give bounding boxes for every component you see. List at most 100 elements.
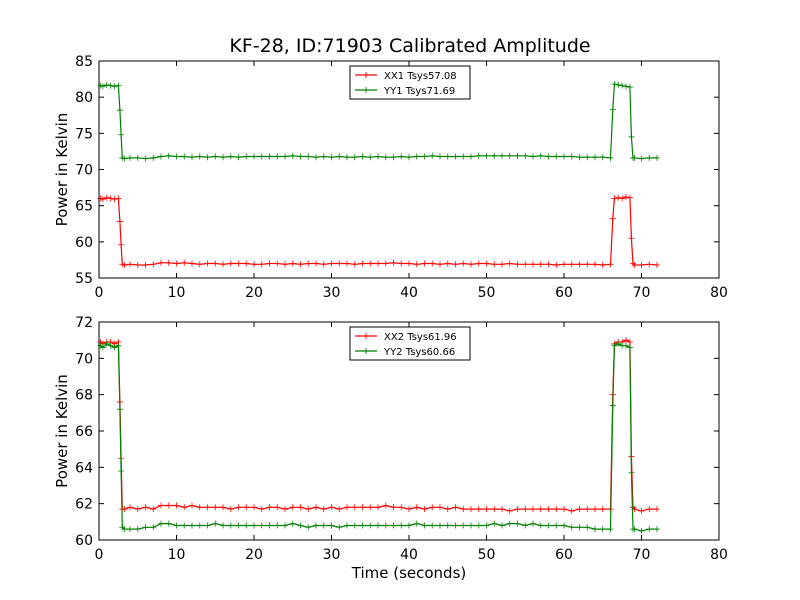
data-point: [150, 154, 157, 161]
data-point: [243, 522, 250, 529]
x-tick-label: 50: [478, 547, 496, 563]
data-point: [629, 260, 636, 267]
data-point: [475, 152, 482, 159]
x-tick-label: 30: [323, 285, 341, 301]
data-point: [607, 154, 614, 161]
data-point: [320, 506, 327, 513]
data-point: [351, 154, 358, 161]
data-point: [576, 506, 583, 513]
x-tick-label: 70: [633, 285, 651, 301]
data-point: [134, 506, 141, 513]
y-tick-label: 64: [75, 460, 93, 476]
data-point: [274, 153, 281, 160]
data-point: [506, 260, 513, 267]
x-tick-label: 10: [168, 285, 186, 301]
top-subplot: 0 10 20 30 40 50 60 70 80 55 60 65 70 75 80 85 Power in …: [53, 54, 728, 301]
series-markers-2: [97, 81, 660, 162]
data-point: [173, 260, 180, 267]
data-point: [266, 153, 273, 160]
data-point: [367, 504, 374, 511]
data-point: [204, 260, 211, 267]
data-point: [584, 506, 591, 513]
data-point: [367, 154, 374, 161]
legend-marker: [363, 348, 369, 354]
y-tick-label: 72: [75, 315, 93, 331]
data-point: [406, 506, 412, 513]
data-point: [522, 152, 529, 159]
data-point: [134, 526, 141, 533]
data-point: [491, 520, 498, 527]
data-point: [251, 522, 257, 529]
legend-marker: [363, 333, 369, 339]
data-point: [251, 504, 257, 511]
data-point: [181, 504, 188, 511]
data-point: [553, 506, 560, 513]
data-point: [444, 506, 451, 513]
data-point: [398, 504, 405, 511]
data-point: [452, 261, 459, 268]
data-point: [116, 107, 123, 114]
data-point: [406, 154, 412, 161]
data-point: [483, 522, 490, 529]
legend-box: [349, 65, 471, 100]
data-point: [127, 154, 133, 161]
data-point: [483, 506, 490, 513]
data-point: [158, 502, 164, 509]
data-point: [204, 504, 211, 511]
data-point: [584, 524, 591, 531]
data-point: [165, 152, 172, 159]
data-point: [359, 260, 366, 267]
data-point: [227, 506, 234, 513]
data-point: [189, 260, 195, 267]
data-point: [545, 261, 552, 268]
data-point: [553, 261, 560, 268]
x-tick-label: 10: [168, 547, 186, 563]
data-point: [251, 153, 257, 160]
data-point: [115, 342, 122, 349]
data-point: [413, 153, 420, 160]
data-point: [421, 153, 428, 160]
y-tick-label: 62: [75, 497, 93, 513]
data-point: [375, 260, 381, 267]
data-point: [313, 504, 319, 511]
data-point: [398, 522, 405, 529]
data-point: [628, 235, 635, 242]
data-point: [628, 133, 635, 140]
data-point: [499, 522, 505, 529]
data-point: [111, 83, 118, 90]
data-point: [204, 154, 211, 161]
data-point: [118, 131, 125, 138]
data-point: [499, 506, 505, 513]
data-point: [421, 522, 428, 529]
data-point: [499, 261, 505, 268]
data-point: [628, 469, 635, 476]
data-point: [545, 522, 552, 529]
data-point: [116, 406, 123, 413]
data-point: [561, 153, 567, 160]
x-tick-label: 50: [478, 285, 496, 301]
legend-label: XX1 Tsys57.08: [384, 71, 457, 82]
data-point: [158, 153, 164, 160]
y-axis-label: Power in Kelvin: [53, 113, 71, 227]
data-point: [351, 261, 358, 268]
data-point: [537, 506, 544, 513]
data-point: [121, 526, 128, 533]
data-point: [344, 504, 350, 511]
x-axis-label: Time (seconds): [351, 564, 467, 582]
data-point: [134, 261, 141, 268]
data-point: [623, 83, 629, 90]
data-point: [336, 153, 343, 160]
x-tick-label: 0: [95, 547, 104, 563]
data-point: [282, 506, 288, 513]
y-tick-label: 75: [75, 126, 93, 142]
data-point: [103, 81, 110, 88]
data-point: [220, 504, 226, 511]
data-point: [320, 153, 327, 160]
data-point: [530, 261, 536, 268]
data-point: [313, 522, 319, 529]
data-point: [204, 522, 211, 529]
data-point: [576, 261, 583, 268]
data-point: [654, 261, 660, 268]
data-point: [638, 527, 645, 534]
